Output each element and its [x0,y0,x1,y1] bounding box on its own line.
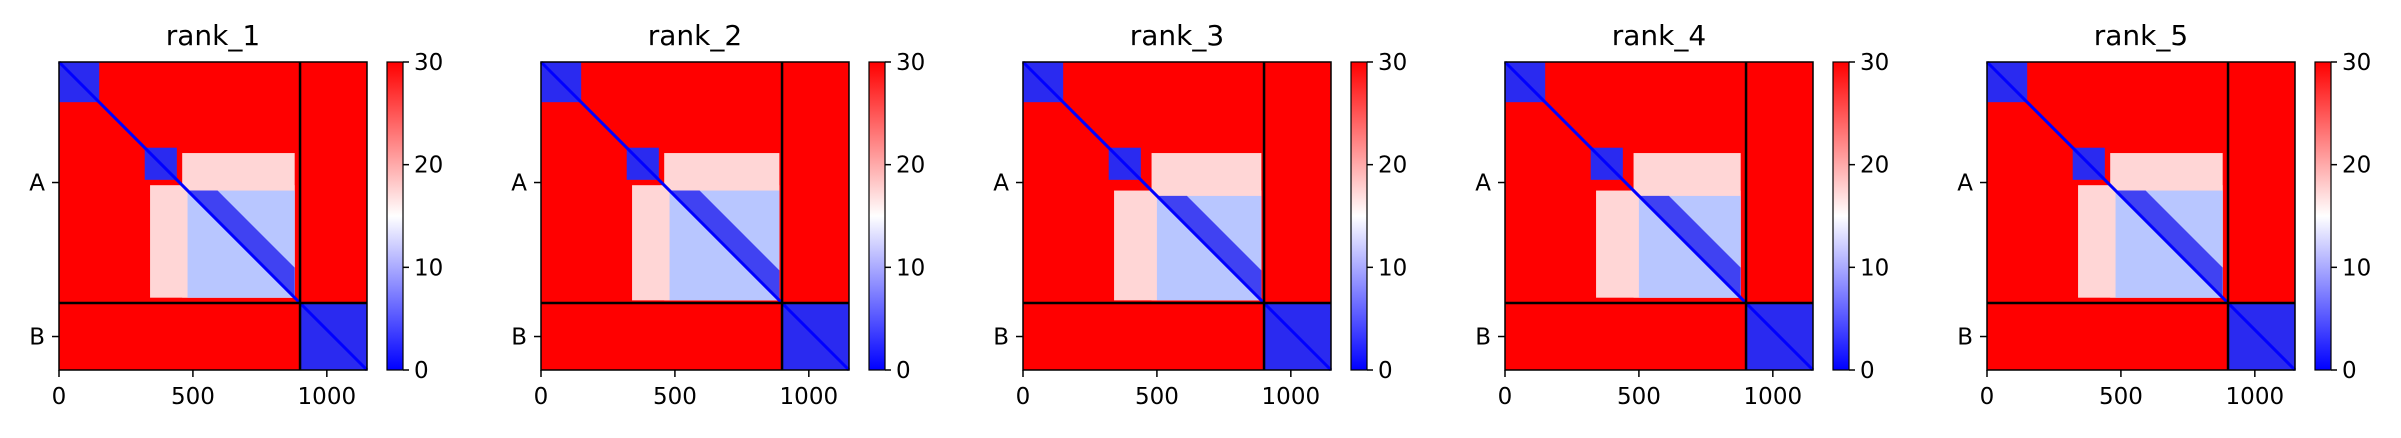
x-tick-label: 0 [1016,384,1031,410]
colorbar-tick-label: 20 [2342,153,2371,179]
colorbar-tick-label: 10 [1378,255,1407,281]
colorbar-tick-label: 0 [1860,358,1875,384]
colorbar [2314,61,2332,371]
y-tick-label: A [1475,171,1491,197]
y-tick-label: A [993,171,1009,197]
axes-frame [58,61,368,371]
y-tick-label: A [511,171,527,197]
panel-1: rank_1 0 500 1000 A B 0 10 20 30 [29,19,443,410]
colorbar-tick-label: 20 [414,153,443,179]
diagonal-line [539,60,851,372]
colorbar-tick-label: 30 [896,50,925,76]
colorbar-tick-label: 30 [2342,50,2371,76]
x-tick-label: 500 [653,384,697,410]
x-tick-label: 0 [534,384,549,410]
y-tick-label: B [511,325,527,351]
colorbar-tick-label: 20 [1378,153,1407,179]
panel-4: rank_4 0 500 1000 A B 0 10 20 30 [1475,19,1889,410]
y-tick-label: B [1475,325,1491,351]
axes-frame [1504,61,1814,371]
axes-frame [540,61,850,371]
axes-frame [1022,61,1332,371]
y-tick-label: A [1957,171,1973,197]
panel-3: rank_3 0 500 1000 A B 0 10 20 30 [993,19,1407,410]
panel-2: rank_2 0 500 1000 A B 0 10 20 30 [511,19,925,410]
x-tick-label: 0 [52,384,67,410]
y-tick-label: B [29,325,45,351]
diagonal-line [57,60,369,372]
x-tick-label: 1000 [780,384,839,410]
x-tick-label: 500 [1617,384,1661,410]
colorbar-tick-label: 30 [414,50,443,76]
y-tick-label: B [993,325,1009,351]
x-tick-label: 500 [1135,384,1179,410]
colorbar [1350,61,1368,371]
panel-title: rank_1 [166,19,260,52]
colorbar-tick-label: 0 [2342,358,2357,384]
axes-frame [1986,61,2296,371]
colorbar-tick-label: 20 [1860,153,1889,179]
colorbar-tick-label: 10 [414,255,443,281]
colorbar-tick-label: 0 [1378,358,1393,384]
colorbar [868,61,886,371]
x-tick-label: 0 [1498,384,1513,410]
colorbar-tick-label: 30 [1378,50,1407,76]
y-tick-label: A [29,171,45,197]
panel-title: rank_4 [1612,19,1706,52]
colorbar [1832,61,1850,371]
x-tick-label: 1000 [1262,384,1321,410]
y-tick-label: B [1957,325,1973,351]
diagonal-line [1985,60,2297,372]
x-tick-label: 500 [171,384,215,410]
diagonal-line [1021,60,1333,372]
colorbar-tick-label: 0 [896,358,911,384]
panel-title: rank_3 [1130,19,1224,52]
x-tick-label: 1000 [1744,384,1803,410]
colorbar-tick-label: 10 [1860,255,1889,281]
diagonal-line [1503,60,1815,372]
colorbar-tick-label: 0 [414,358,429,384]
colorbar [386,61,404,371]
x-tick-label: 1000 [2226,384,2285,410]
colorbar-tick-label: 10 [896,255,925,281]
panel-title: rank_5 [2094,19,2188,52]
colorbar-tick-label: 20 [896,153,925,179]
panel-title: rank_2 [648,19,742,52]
colorbar-tick-label: 10 [2342,255,2371,281]
x-tick-label: 1000 [298,384,357,410]
colorbar-tick-label: 30 [1860,50,1889,76]
x-tick-label: 0 [1980,384,1995,410]
x-tick-label: 500 [2099,384,2143,410]
panel-5: rank_5 0 500 1000 A B 0 10 20 30 [1957,19,2371,410]
